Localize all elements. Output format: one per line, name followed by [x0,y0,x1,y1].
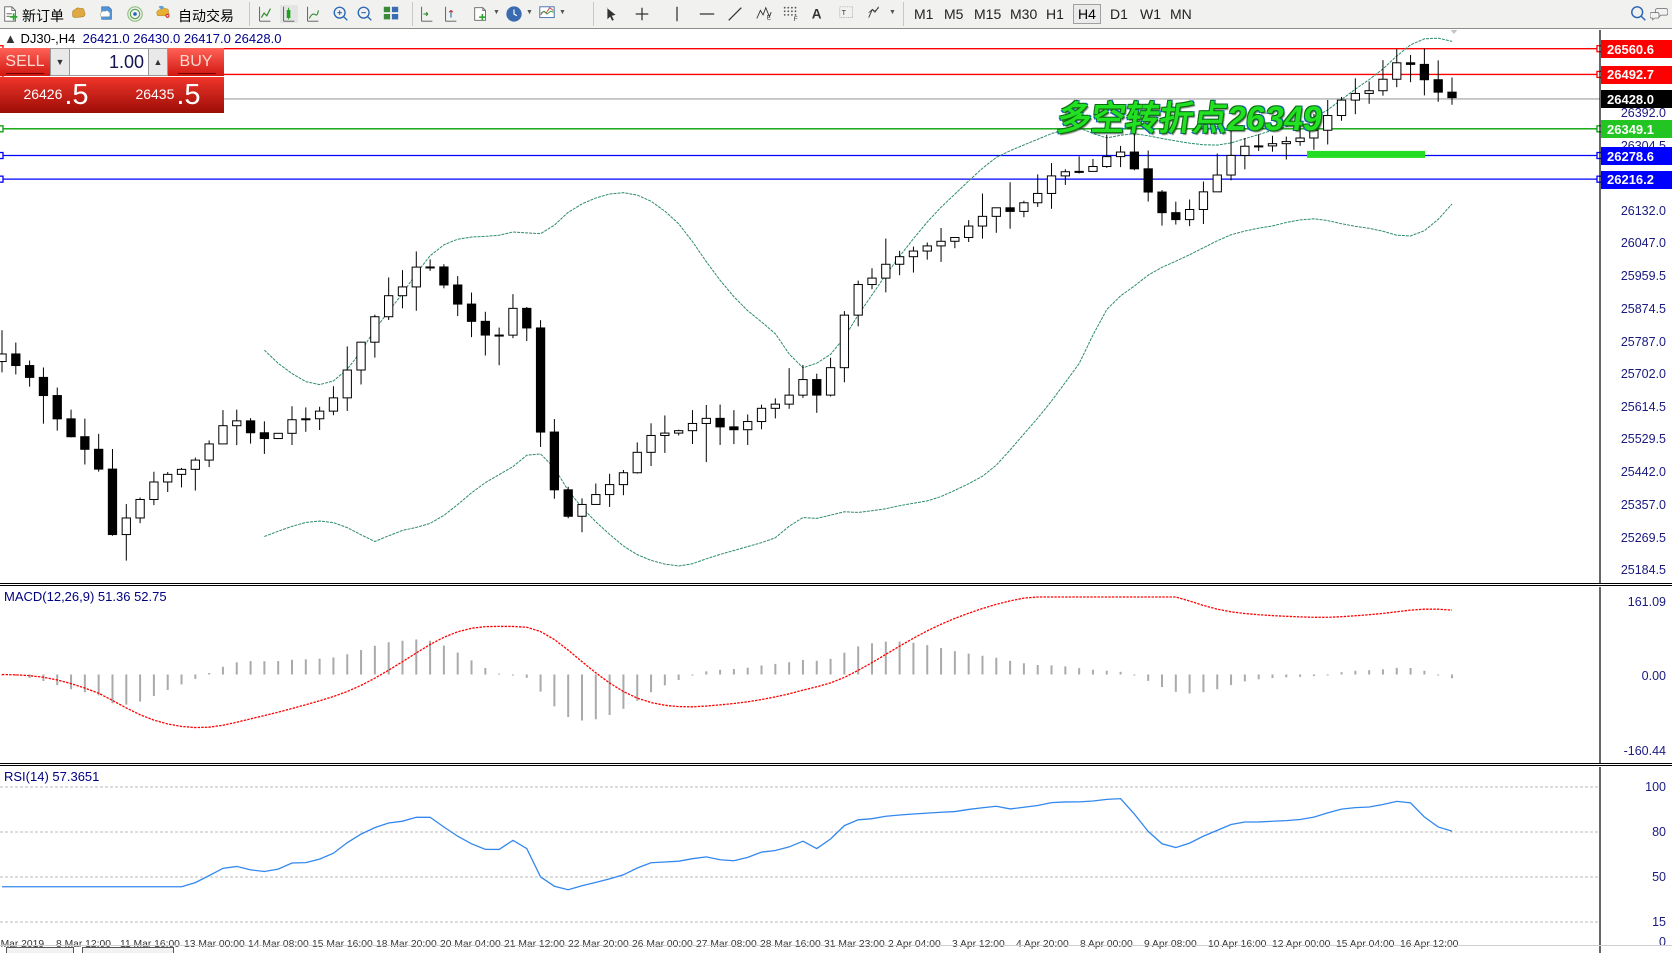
svg-text:T: T [842,8,847,17]
svg-text:E: E [767,14,771,21]
svg-text:F: F [794,16,798,23]
svg-text:A: A [812,7,822,22]
